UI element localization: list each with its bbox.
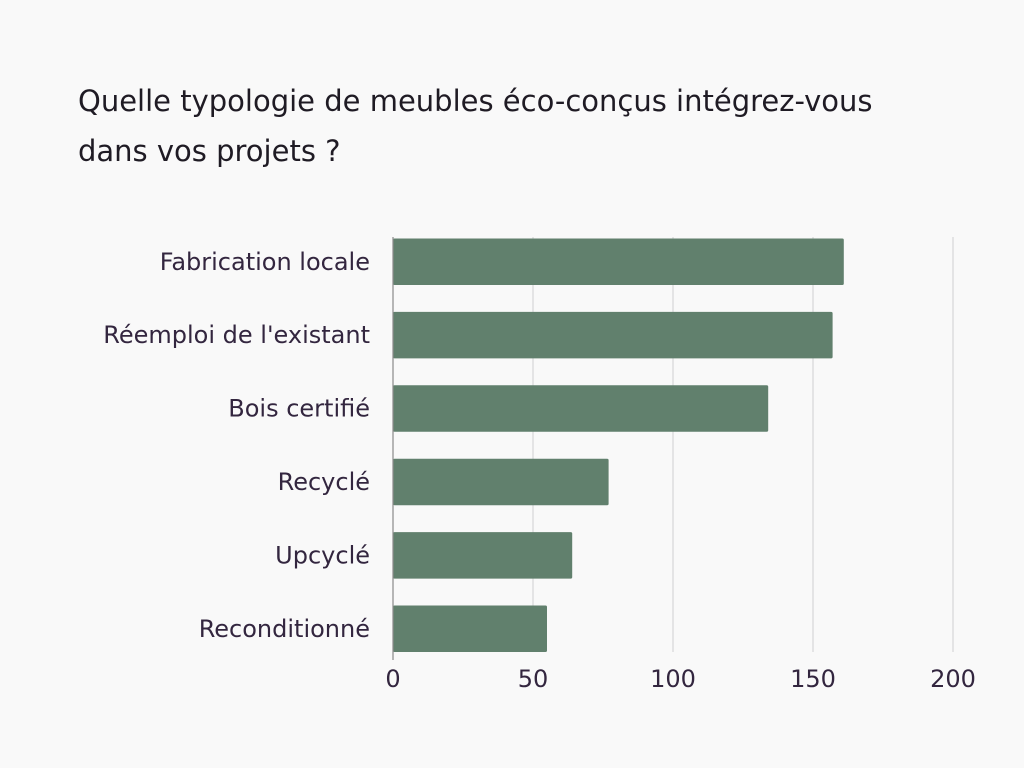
- x-tick-label-150: 150: [790, 665, 836, 693]
- bar-4: [393, 532, 573, 579]
- x-tick-label-100: 100: [650, 665, 696, 693]
- x-tick-labels: 0 50 100 150 200: [385, 665, 976, 693]
- category-label-2: Bois certifié: [228, 395, 370, 423]
- x-tick-label-0: 0: [385, 665, 400, 693]
- category-label-0: Fabrication locale: [160, 248, 370, 276]
- category-label-3: Recyclé: [278, 468, 370, 496]
- bar-0: [393, 238, 844, 285]
- x-tick-label-200: 200: [930, 665, 976, 693]
- bar-5: [393, 605, 547, 652]
- chart-title: Quelle typologie de meubles éco-conçus i…: [78, 84, 873, 168]
- bar-2: [393, 385, 769, 432]
- bar-3: [393, 458, 609, 506]
- category-label-4: Upcyclé: [275, 541, 370, 569]
- bars: [393, 238, 844, 652]
- category-label-5: Reconditionné: [199, 615, 370, 643]
- bar-1: [393, 311, 833, 359]
- x-tick-label-50: 50: [518, 665, 549, 693]
- gridlines: [532, 237, 954, 652]
- category-label-1: Réemploi de l'existant: [103, 321, 370, 349]
- category-labels: Fabrication locale Réemploi de l'existant…: [103, 248, 370, 643]
